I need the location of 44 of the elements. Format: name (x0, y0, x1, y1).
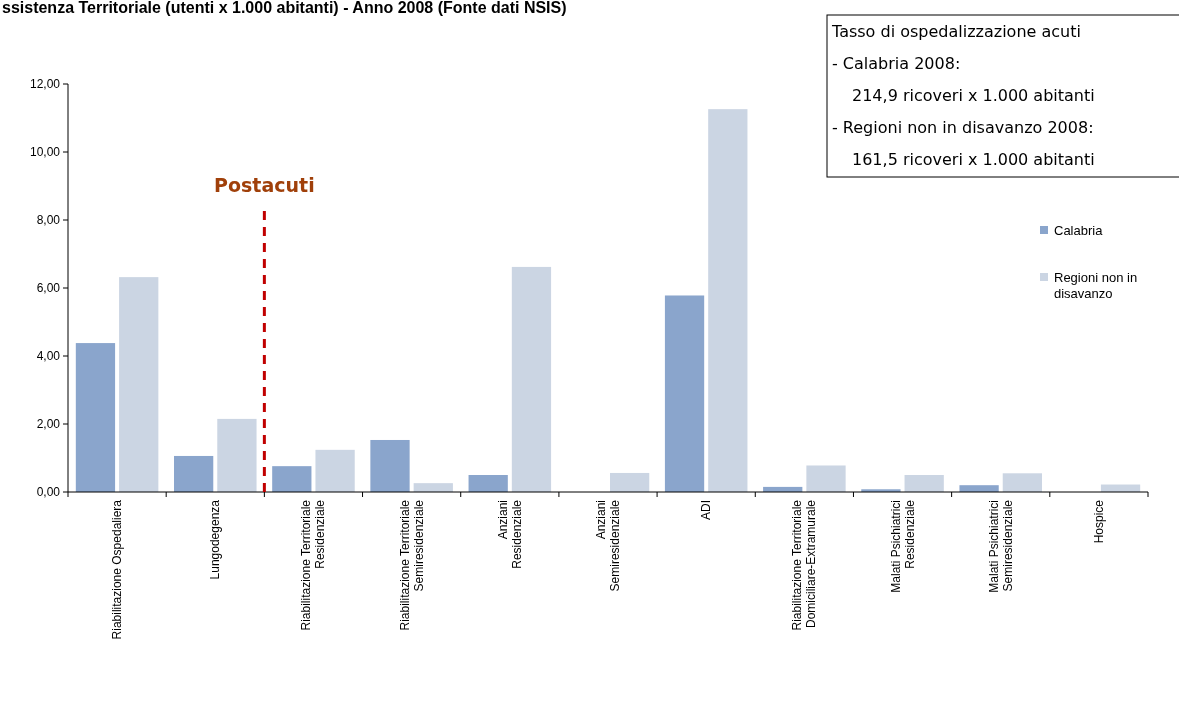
y-tick-label: 8,00 (36, 213, 61, 228)
bar (75, 343, 116, 492)
bar (904, 475, 944, 492)
x-tick-label: Riabilitazione Territoriale Residenziale (299, 499, 328, 631)
bar (610, 472, 650, 492)
bar (272, 466, 312, 492)
text: Tasso di ospedalizzazione acuti (831, 22, 1081, 41)
bar (664, 295, 705, 492)
x-tick-label: Malati Psichiatrici Semiresidenziale (986, 499, 1015, 593)
x-tick-label: Anziani Residenziale (495, 499, 524, 569)
bar (174, 455, 214, 492)
bar (217, 418, 257, 492)
x-tick-label: Riabilitazione Territoriale Domiciliare-Extramurale (790, 499, 819, 631)
chart-title: ssistenza Territoriale (utenti x 1.000 abitanti) - Anno 2008 (Fonte dati NSIS) (2, 0, 567, 16)
bar (413, 483, 453, 492)
bar (511, 266, 552, 492)
y-tick-label: 10,00 (29, 145, 61, 160)
annotation: - Regioni non in disavanzo 2008: (832, 118, 1094, 137)
bar (1002, 473, 1042, 492)
legend-label: Calabria (1054, 222, 1104, 238)
x-tick-label: ADI (699, 500, 714, 521)
y-tick-label: 0,00 (36, 485, 61, 500)
y-tick-label: 2,00 (36, 417, 61, 432)
bar (315, 449, 355, 492)
annotation: 161,5 ricoveri x 1.000 abitanti (852, 150, 1095, 169)
annotation: Postacuti (214, 174, 315, 196)
x-tick-label: Lungodegenza (208, 499, 223, 580)
annotation: 214,9 ricoveri x 1.000 abitanti (852, 86, 1095, 105)
bar (708, 109, 748, 492)
bar (119, 277, 159, 492)
legend-label: Regioni non in disavanzo (1054, 269, 1138, 301)
bar (468, 475, 508, 492)
y-tick-label: 12,00 (29, 77, 61, 92)
x-tick-label: Riabilitazione Territoriale Semiresidenziale (397, 499, 426, 631)
bar (370, 439, 410, 492)
x-tick-label: Hospice (1091, 499, 1106, 544)
text: - Calabria 2008: (832, 54, 961, 73)
x-tick-label: Riabilitazione Ospedaliera (110, 499, 125, 640)
y-tick-label: 6,00 (36, 281, 61, 296)
bar (806, 465, 846, 492)
x-tick-label: Anziani Semiresidenziale (594, 499, 622, 592)
bar (959, 485, 999, 492)
x-tick-label: Malati Psichiatrici Residenziale (888, 499, 917, 593)
y-tick-label: 4,00 (36, 349, 61, 364)
